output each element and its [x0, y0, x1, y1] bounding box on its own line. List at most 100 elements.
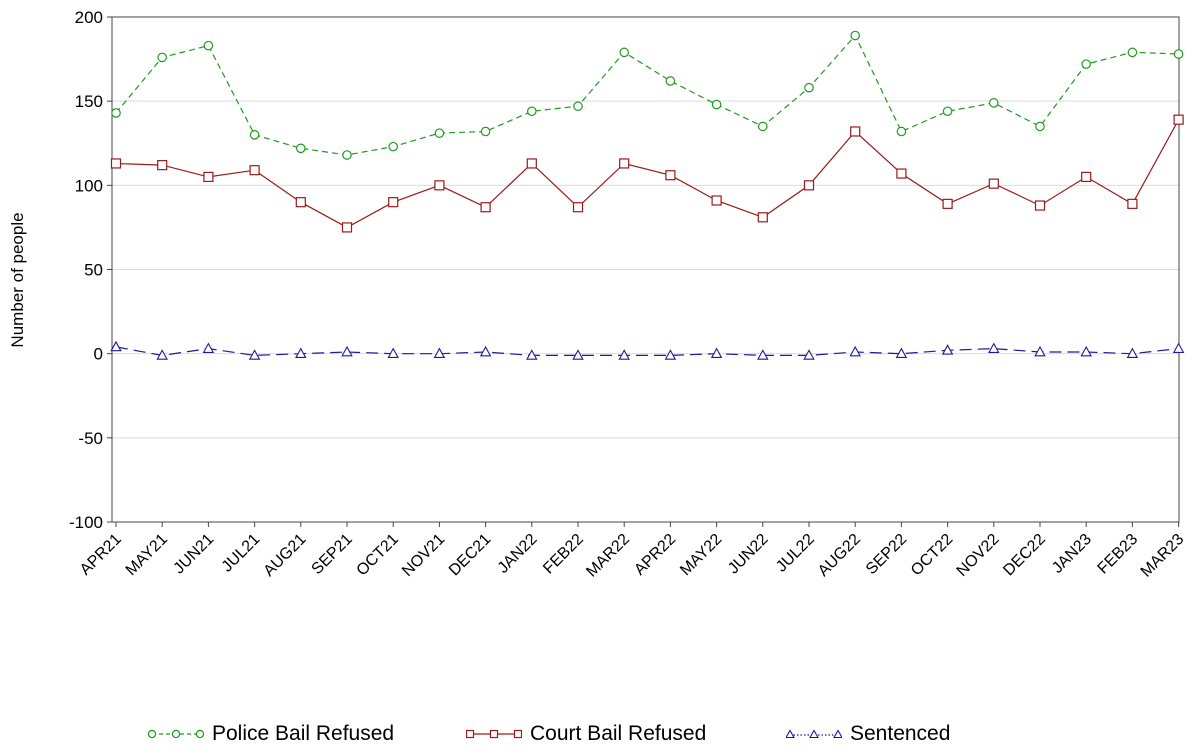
legend-item-court: Court Bail Refused — [466, 720, 706, 748]
x-tick-label: SEP21 — [309, 531, 356, 578]
data-point — [1034, 200, 1046, 211]
y-tick-label: 200 — [75, 8, 103, 27]
legend-label-sentenced: Sentenced — [850, 722, 951, 745]
legend: Police Bail Refused Court Bail Refused S… — [0, 720, 1188, 748]
data-point — [1035, 121, 1045, 132]
data-point — [434, 180, 445, 191]
data-point — [203, 40, 214, 51]
x-tick-label: DEC21 — [446, 531, 495, 580]
data-point — [248, 349, 261, 360]
data-point — [572, 202, 584, 213]
data-point — [295, 347, 307, 359]
data-point — [849, 345, 861, 357]
data-point — [896, 126, 907, 137]
y-axis-label-text: Number of people — [8, 212, 27, 348]
x-tick-label: AUG22 — [815, 531, 864, 580]
data-point — [526, 349, 538, 360]
data-point — [110, 158, 122, 169]
x-tick-label: MAY22 — [677, 531, 725, 579]
legend-swatch-police — [148, 729, 204, 739]
data-point — [1126, 347, 1139, 359]
data-point — [895, 347, 908, 359]
y-tick-label: -100 — [69, 513, 103, 532]
data-point — [295, 197, 306, 208]
data-point — [988, 342, 1000, 353]
data-point — [850, 126, 861, 137]
data-point — [1081, 171, 1092, 183]
data-point — [156, 349, 168, 360]
data-point — [1173, 49, 1184, 59]
x-tick-label: DEC22 — [1000, 531, 1049, 580]
data-point — [387, 347, 399, 359]
series-line — [115, 34, 1179, 156]
data-point — [388, 197, 399, 208]
data-point — [850, 30, 860, 41]
x-tick-label: MAY21 — [123, 531, 171, 579]
data-point — [1127, 47, 1138, 58]
legend-label-court: Court Bail Refused — [530, 722, 707, 745]
data-point — [202, 342, 215, 353]
data-point — [341, 345, 353, 357]
x-tick-label: MAR22 — [583, 531, 633, 581]
x-tick-label: JUN22 — [725, 531, 772, 578]
x-tick-label: OCT22 — [908, 531, 957, 580]
x-tick-label: JAN22 — [495, 531, 541, 577]
data-point — [619, 47, 629, 58]
gridlines — [112, 100, 1179, 439]
data-point — [804, 82, 814, 93]
x-tick-label: JUL21 — [219, 531, 264, 576]
legend-item-sentenced: Sentenced — [786, 720, 950, 748]
data-point — [573, 101, 583, 112]
series-lines — [110, 30, 1185, 360]
data-point — [942, 198, 953, 209]
legend-item-police: Police Bail Refused — [148, 720, 394, 748]
data-point — [249, 130, 260, 140]
data-point — [803, 349, 815, 360]
x-tick-label: APR22 — [631, 531, 679, 579]
data-point — [111, 108, 121, 118]
legend-swatch-court — [466, 729, 522, 739]
series-line — [115, 346, 1179, 357]
data-point — [295, 143, 306, 154]
data-point — [803, 180, 815, 191]
y-tick-label: 50 — [84, 261, 103, 280]
data-point — [1127, 198, 1138, 209]
data-point — [572, 349, 584, 360]
y-tick-label: 150 — [75, 92, 103, 111]
series-3 — [110, 340, 1185, 360]
data-point — [988, 98, 999, 108]
legend-swatch-sentenced — [786, 729, 842, 739]
x-tick-label: JAN23 — [1049, 531, 1095, 577]
data-point — [1080, 345, 1092, 357]
data-point — [526, 106, 537, 117]
data-point — [618, 349, 630, 360]
series-2 — [110, 114, 1184, 233]
data-point — [480, 126, 491, 137]
x-tick-label: SEP22 — [863, 531, 910, 578]
series-1 — [111, 30, 1184, 160]
data-point — [942, 106, 953, 117]
data-point — [757, 212, 768, 223]
legend-label-police: Police Bail Refused — [212, 722, 395, 745]
y-tick-label: 100 — [75, 176, 103, 195]
data-point — [249, 165, 260, 176]
data-point — [665, 76, 676, 86]
data-point — [342, 150, 352, 160]
y-axis-label: Number of people — [8, 212, 28, 347]
data-point — [710, 347, 723, 359]
data-point — [480, 202, 491, 213]
data-point — [434, 128, 445, 138]
data-point — [1172, 342, 1185, 353]
x-tick-label: MAR23 — [1138, 531, 1188, 581]
x-tick-label: APR21 — [77, 531, 125, 579]
data-point — [757, 121, 768, 132]
data-point — [157, 52, 167, 63]
data-point — [665, 170, 676, 181]
data-point — [526, 158, 537, 169]
data-point — [1173, 114, 1184, 125]
series-line — [115, 119, 1180, 229]
x-tick-label: AUG21 — [261, 531, 310, 580]
data-point — [664, 349, 677, 360]
data-point — [433, 347, 446, 359]
